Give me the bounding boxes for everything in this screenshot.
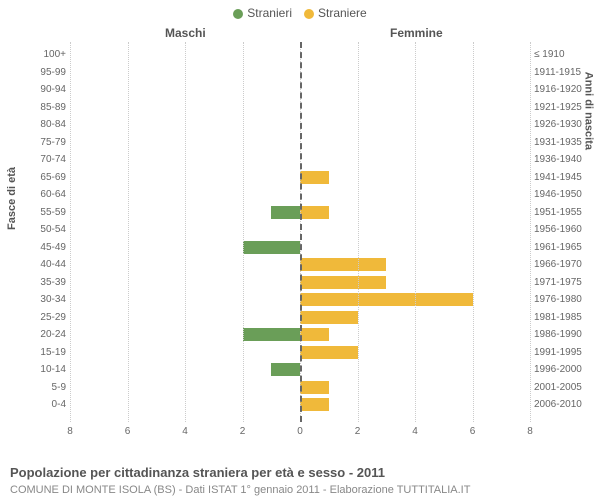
birth-label: 1936-1940 [534, 151, 598, 169]
bar-female [300, 398, 329, 411]
population-pyramid-chart: StranieriStraniere Maschi Femmine Fasce … [0, 0, 600, 500]
birth-label: 1986-1990 [534, 326, 598, 344]
gridline [128, 42, 129, 422]
gridline [358, 42, 359, 422]
center-axis [300, 42, 302, 422]
age-label: 65-69 [0, 169, 66, 187]
y-axis-birth-labels: ≤ 19101911-19151916-19201921-19251926-19… [534, 46, 598, 414]
gridline [243, 42, 244, 422]
legend-swatch [304, 9, 314, 19]
age-label: 30-34 [0, 291, 66, 309]
bar-female [300, 206, 329, 219]
bar-female [300, 328, 329, 341]
x-tick-label: 6 [125, 426, 131, 437]
chart-subtitle: COMUNE DI MONTE ISOLA (BS) - Dati ISTAT … [10, 484, 470, 496]
bar-male [243, 328, 301, 341]
birth-label: 1931-1935 [534, 134, 598, 152]
age-label: 55-59 [0, 204, 66, 222]
bar-female [300, 381, 329, 394]
age-label: 0-4 [0, 396, 66, 414]
age-label: 85-89 [0, 99, 66, 117]
x-tick-label: 8 [527, 426, 533, 437]
age-label: 40-44 [0, 256, 66, 274]
column-title-males: Maschi [165, 26, 206, 40]
birth-label: 1956-1960 [534, 221, 598, 239]
x-tick-label: 4 [412, 426, 418, 437]
x-tick-label: 2 [355, 426, 361, 437]
age-label: 60-64 [0, 186, 66, 204]
legend-item: Stranieri [233, 6, 292, 20]
birth-label: 1951-1955 [534, 204, 598, 222]
birth-label: 1996-2000 [534, 361, 598, 379]
age-label: 90-94 [0, 81, 66, 99]
age-label: 50-54 [0, 221, 66, 239]
birth-label: 1926-1930 [534, 116, 598, 134]
age-label: 45-49 [0, 239, 66, 257]
birth-label: 1976-1980 [534, 291, 598, 309]
bar-female [300, 293, 473, 306]
gridline [415, 42, 416, 422]
birth-label: ≤ 1910 [534, 46, 598, 64]
age-label: 10-14 [0, 361, 66, 379]
age-label: 15-19 [0, 344, 66, 362]
age-label: 25-29 [0, 309, 66, 327]
age-label: 20-24 [0, 326, 66, 344]
y-axis-age-labels: 100+95-9990-9485-8980-8475-7970-7465-696… [0, 46, 66, 414]
bar-male [271, 206, 300, 219]
bar-female [300, 171, 329, 184]
birth-label: 1971-1975 [534, 274, 598, 292]
legend-label: Straniere [318, 6, 367, 20]
birth-label: 1961-1965 [534, 239, 598, 257]
x-tick-label: 8 [67, 426, 73, 437]
gridline [530, 42, 531, 422]
age-label: 70-74 [0, 151, 66, 169]
birth-label: 2001-2005 [534, 379, 598, 397]
x-tick-label: 0 [297, 426, 303, 437]
bar-female [300, 311, 358, 324]
gridline [70, 42, 71, 422]
age-label: 80-84 [0, 116, 66, 134]
gridline [473, 42, 474, 422]
bar-female [300, 346, 358, 359]
age-label: 5-9 [0, 379, 66, 397]
bar-male [271, 363, 300, 376]
bar-female [300, 276, 386, 289]
birth-label: 1981-1985 [534, 309, 598, 327]
bar-female [300, 258, 386, 271]
birth-label: 1916-1920 [534, 81, 598, 99]
legend-label: Stranieri [247, 6, 292, 20]
age-label: 95-99 [0, 64, 66, 82]
age-label: 100+ [0, 46, 66, 64]
birth-label: 1941-1945 [534, 169, 598, 187]
column-title-females: Femmine [390, 26, 443, 40]
legend-item: Straniere [304, 6, 367, 20]
gridline [185, 42, 186, 422]
birth-label: 1946-1950 [534, 186, 598, 204]
x-tick-label: 2 [240, 426, 246, 437]
age-label: 35-39 [0, 274, 66, 292]
birth-label: 1966-1970 [534, 256, 598, 274]
age-label: 75-79 [0, 134, 66, 152]
x-tick-label: 4 [182, 426, 188, 437]
x-tick-label: 6 [470, 426, 476, 437]
birth-label: 1991-1995 [534, 344, 598, 362]
birth-label: 1921-1925 [534, 99, 598, 117]
plot-area [70, 42, 530, 422]
bar-male [243, 241, 301, 254]
birth-label: 2006-2010 [534, 396, 598, 414]
legend-swatch [233, 9, 243, 19]
birth-label: 1911-1915 [534, 64, 598, 82]
chart-title: Popolazione per cittadinanza straniera p… [10, 465, 385, 480]
legend: Stranieri Straniere [0, 6, 600, 20]
